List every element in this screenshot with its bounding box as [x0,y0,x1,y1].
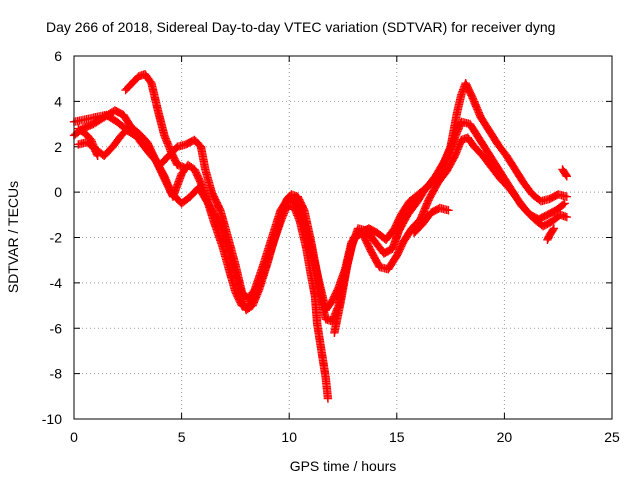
series-track-6 [409,203,453,238]
plot-frame [73,55,613,420]
y-tick-label: 6 [54,48,62,64]
data-point [179,162,188,172]
data-point [92,150,102,159]
y-tick-label: 4 [54,93,62,109]
x-tick-label: 0 [70,429,78,445]
y-axis-label: SDTVAR / TECUs [5,181,21,293]
x-tick-label: 15 [389,429,405,445]
y-tick-labels: -10 -8 -6 -4 -2 0 2 4 6 [42,48,62,427]
data-point [146,77,155,86]
series-track-7 [543,165,572,244]
chart-title: Day 266 of 2018, Sidereal Day-to-day VTE… [46,19,555,35]
series-track-5 [74,124,102,161]
x-tick-label: 25 [604,429,620,445]
data-point [444,206,453,215]
data-point [543,234,553,243]
data-point [560,199,569,208]
data-point [323,394,333,403]
series-track-2 [69,79,572,315]
data-point [215,204,224,213]
series-track-4 [121,69,188,172]
data-point [93,151,102,161]
y-tick-label: 2 [54,139,62,155]
data-point [543,235,552,244]
y-tick-label: -6 [50,320,63,336]
data-points [69,69,572,403]
y-tick-label: -8 [50,366,63,382]
data-point [562,212,572,222]
y-tick-label: 0 [54,184,62,200]
y-tick-label: -10 [42,411,62,427]
data-point [562,172,572,181]
x-tick-labels: 0 5 10 15 20 25 [70,429,620,445]
x-tick-label: 10 [281,429,297,445]
x-tick-label: 5 [178,429,186,445]
y-tick-label: -4 [50,275,63,291]
y-tick-label: -2 [50,230,63,246]
x-tick-label: 20 [497,429,513,445]
data-point [561,170,571,180]
data-point [559,200,568,209]
data-point [467,91,476,100]
data-point [562,192,572,201]
x-axis-label: GPS time / hours [290,458,397,474]
grid [74,56,612,419]
